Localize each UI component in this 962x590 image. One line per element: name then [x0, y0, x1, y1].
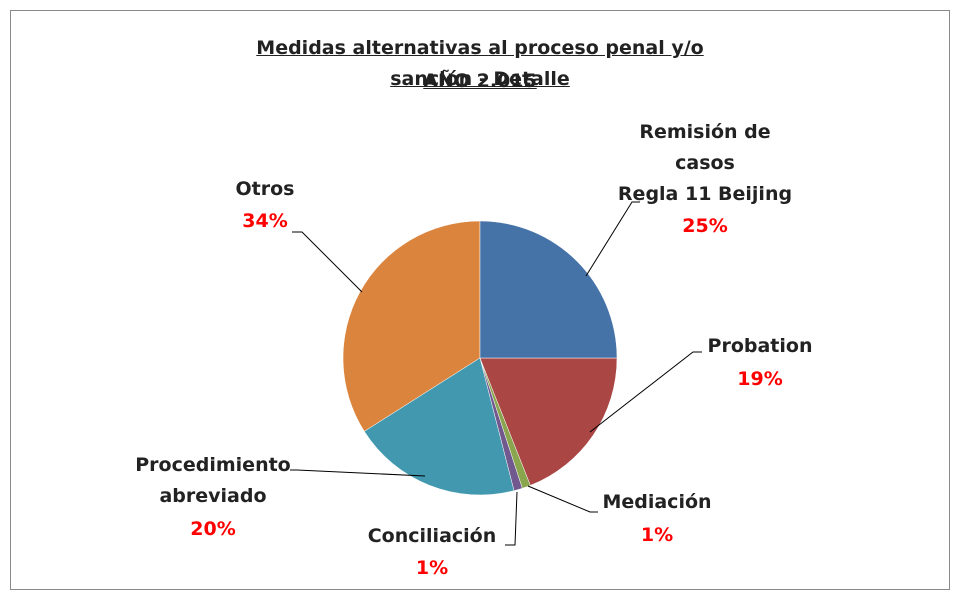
value-label: 19%	[737, 368, 783, 390]
pie-slice	[479, 220, 618, 359]
leader-lines	[290, 201, 702, 546]
leader-line	[505, 491, 518, 546]
slice-label: Mediación	[602, 491, 712, 513]
chart-subtitle: AÑO 2.015	[423, 70, 537, 92]
leader-line	[292, 231, 363, 293]
pie-slice	[363, 357, 515, 496]
value-label: 25%	[682, 215, 728, 237]
slice-label: Probation	[707, 335, 813, 357]
leader-line	[589, 351, 702, 433]
value-label: 1%	[640, 524, 674, 546]
leader-line	[585, 201, 640, 277]
value-label: 34%	[242, 210, 288, 232]
slice-label: Otros	[235, 178, 295, 200]
slice-label: Remisión de casos Regla 11 Beijing	[617, 121, 793, 205]
chart-title: Medidas alternativas al proceso penal y/…	[256, 37, 704, 90]
value-label: 20%	[190, 518, 236, 540]
slice-label: Procedimiento abreviado	[135, 454, 291, 507]
pie-slice	[342, 220, 481, 432]
slice-label: Conciliación	[367, 525, 497, 547]
pie-slice	[479, 357, 618, 486]
value-label: 1%	[415, 557, 449, 579]
leader-line	[527, 485, 598, 513]
leader-line	[290, 469, 426, 477]
